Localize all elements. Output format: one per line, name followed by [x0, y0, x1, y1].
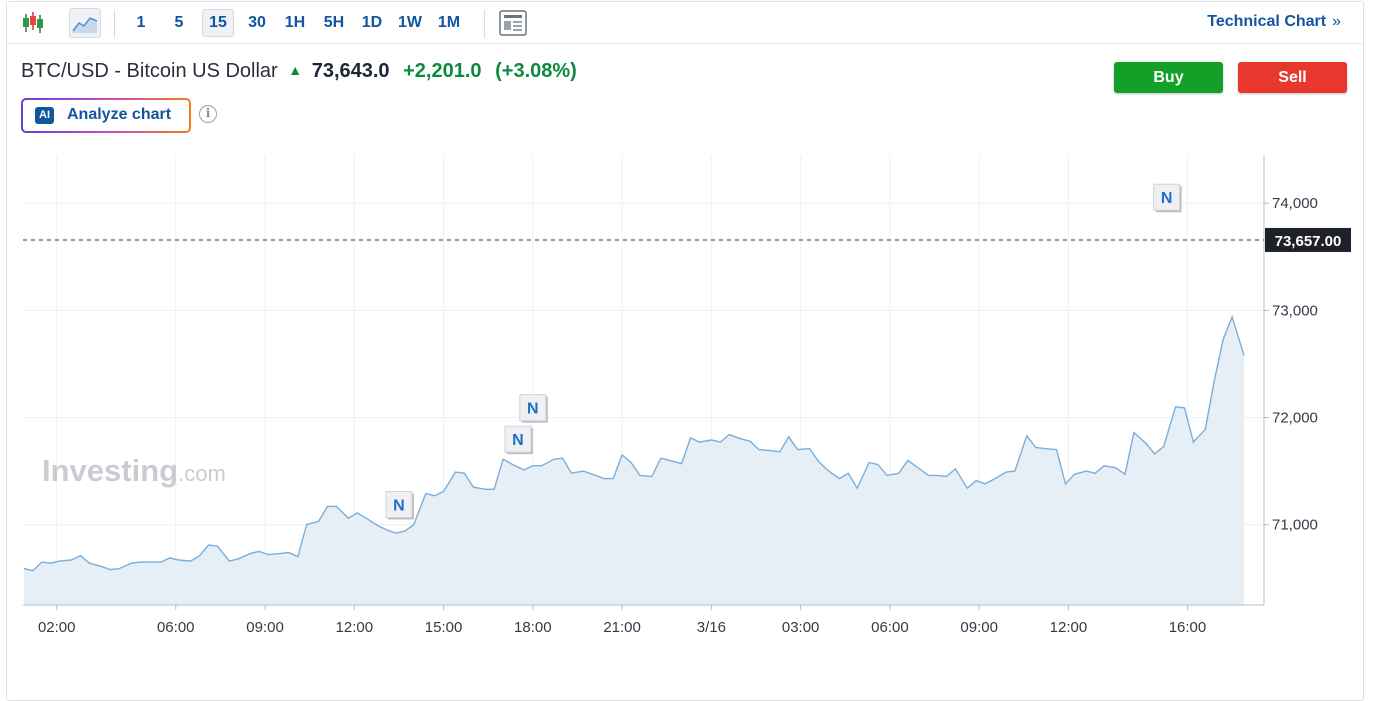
interval-5[interactable]: 5 — [174, 14, 184, 31]
x-tick-label: 21:00 — [603, 619, 641, 636]
x-tick-label: 18:00 — [514, 619, 552, 636]
interval-15[interactable]: 15 — [202, 9, 234, 37]
x-tick-label: 3/16 — [697, 619, 726, 636]
news-marker[interactable] — [1153, 183, 1181, 211]
x-tick-label: 12:00 — [336, 619, 374, 636]
current-price-label: 73,657.00 — [1275, 233, 1342, 250]
y-tick-label: 74,000 — [1272, 195, 1318, 212]
last-price: 73,643.0 — [311, 60, 390, 82]
x-tick-label: 09:00 — [960, 619, 998, 636]
x-tick-label: 12:00 — [1050, 619, 1088, 636]
x-tick-label: 06:00 — [157, 619, 195, 636]
x-tick-label: 02:00 — [38, 619, 76, 636]
news-marker-label: N — [393, 498, 405, 515]
news-marker[interactable] — [519, 394, 547, 422]
ai-icon: AI — [35, 107, 54, 124]
candlestick-icon[interactable] — [17, 8, 49, 38]
price-change-percent: (+3.08%) — [495, 60, 577, 82]
price-change: +2,201.0 — [403, 60, 482, 82]
interval-1m[interactable]: 1M — [437, 14, 461, 31]
investing-watermark: Investing.com — [42, 453, 226, 488]
buy-button[interactable]: Buy — [1114, 62, 1223, 93]
toolbar-divider — [114, 10, 115, 38]
interval-1w[interactable]: 1W — [398, 14, 422, 31]
toolbar-divider — [484, 10, 485, 38]
price-chart[interactable]: Investing.com 71,000 72,000 73,000 74,000 02:… — [0, 0, 1374, 660]
analyze-chart-label: Analyze chart — [67, 106, 172, 123]
x-tick-label: 16:00 — [1169, 619, 1207, 636]
price-area-fill — [24, 316, 1244, 605]
chevron-right-icon: » — [1332, 13, 1341, 30]
news-marker-label: N — [527, 401, 539, 418]
interval-1d[interactable]: 1D — [361, 14, 383, 31]
news-marker[interactable] — [504, 425, 532, 453]
y-tick-label: 73,000 — [1272, 302, 1318, 319]
y-tick-label: 72,000 — [1272, 410, 1318, 427]
arrow-up-icon: ▲ — [288, 62, 303, 78]
news-marker-label: N — [512, 432, 524, 449]
interval-1h[interactable]: 1H — [284, 14, 306, 31]
line-chart-icon[interactable] — [69, 8, 101, 38]
analyze-chart-button[interactable]: AI Analyze chart — [21, 98, 191, 133]
x-tick-label: 06:00 — [871, 619, 909, 636]
technical-chart-label: Technical Chart — [1207, 13, 1327, 30]
interval-30[interactable]: 30 — [248, 14, 266, 31]
instrument-name: BTC/USD - Bitcoin US Dollar — [21, 60, 278, 82]
news-marker-label: N — [1161, 190, 1173, 207]
technical-chart-link[interactable]: Technical Chart » — [1207, 13, 1341, 31]
y-tick-label: 71,000 — [1272, 517, 1318, 534]
info-icon[interactable]: i — [199, 105, 217, 123]
current-price-tag — [1265, 227, 1351, 252]
x-tick-label: 03:00 — [782, 619, 820, 636]
chart-toolbar: 1 5 15 30 1H 5H 1D 1W 1M Technical Chart… — [7, 2, 1363, 44]
price-line — [23, 314, 1245, 572]
interval-5h[interactable]: 5H — [323, 14, 345, 31]
sell-button[interactable]: Sell — [1238, 62, 1347, 93]
x-tick-label: 15:00 — [425, 619, 463, 636]
news-panel-icon[interactable] — [498, 8, 530, 38]
instrument-header: BTC/USD - Bitcoin US Dollar ▲ 73,643.0 +… — [21, 60, 577, 83]
interval-1[interactable]: 1 — [136, 14, 146, 31]
x-tick-label: 09:00 — [246, 619, 284, 636]
news-marker[interactable] — [385, 491, 413, 518]
